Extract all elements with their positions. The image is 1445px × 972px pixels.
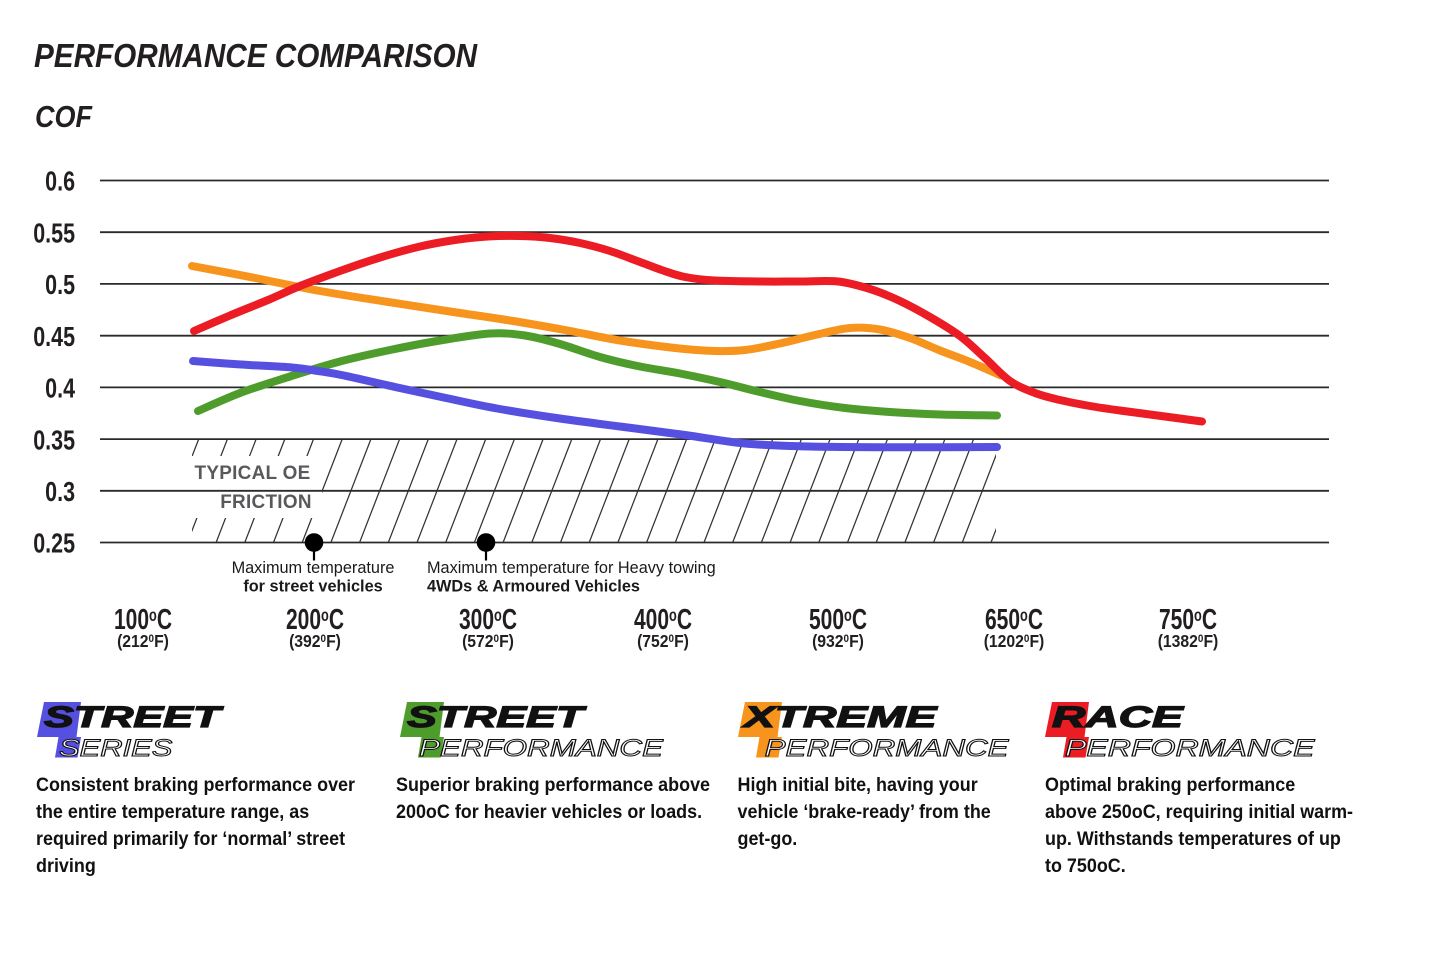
svg-text:200oC for heavier vehicles or: 200oC for heavier vehicles or loads. <box>396 801 702 823</box>
svg-text:PERFORMANCE: PERFORMANCE <box>419 735 664 761</box>
svg-text:COF: COF <box>35 100 93 134</box>
svg-text:Optimal braking performance: Optimal braking performance <box>1045 774 1295 796</box>
svg-text:XTREME: XTREME <box>742 701 938 734</box>
svg-text:0.35: 0.35 <box>33 426 75 456</box>
svg-text:(13820F): (13820F) <box>1158 631 1219 651</box>
svg-text:0.4: 0.4 <box>45 374 75 404</box>
svg-text:(12020F): (12020F) <box>984 631 1045 651</box>
svg-text:750oC: 750oC <box>1159 604 1217 636</box>
svg-text:to 750oC.: to 750oC. <box>1045 855 1126 877</box>
svg-text:0.45: 0.45 <box>33 322 75 352</box>
svg-text:0.5: 0.5 <box>45 271 75 301</box>
svg-text:(2120F): (2120F) <box>117 631 169 651</box>
svg-text:500oC: 500oC <box>809 604 867 636</box>
svg-text:driving: driving <box>36 855 96 877</box>
svg-text:for street vehicles: for street vehicles <box>243 578 382 596</box>
svg-text:PERFORMANCE COMPARISON: PERFORMANCE COMPARISON <box>34 38 478 75</box>
svg-text:up. Withstands temperatures of: up. Withstands temperatures of up <box>1045 828 1341 850</box>
svg-text:Superior braking performance a: Superior braking performance above <box>396 774 710 796</box>
svg-text:required primarily for ‘normal: required primarily for ‘normal’ street <box>36 828 345 850</box>
svg-text:STREET: STREET <box>407 701 586 734</box>
svg-text:the entire temperature range,: the entire temperature range, as <box>36 801 309 823</box>
svg-text:vehicle ‘brake-ready’ from the: vehicle ‘brake-ready’ from the <box>738 801 991 823</box>
svg-text:Consistent braking performance: Consistent braking performance over <box>36 774 355 796</box>
svg-text:PERFORMANCE: PERFORMANCE <box>765 735 1010 761</box>
svg-text:200oC: 200oC <box>286 604 344 636</box>
svg-text:(5720F): (5720F) <box>462 631 514 651</box>
svg-text:get-go.: get-go. <box>738 828 798 850</box>
svg-text:0.25: 0.25 <box>33 529 75 559</box>
svg-text:TYPICAL OE: TYPICAL OE <box>195 463 311 484</box>
svg-text:Maximum temperature for Heavy: Maximum temperature for Heavy towing <box>427 559 716 577</box>
svg-text:0.3: 0.3 <box>45 478 75 508</box>
svg-text:0.6: 0.6 <box>45 167 75 197</box>
svg-text:High initial bite, having your: High initial bite, having your <box>738 774 978 796</box>
svg-text:400oC: 400oC <box>634 604 692 636</box>
svg-text:0.55: 0.55 <box>33 219 75 249</box>
svg-text:FRICTION: FRICTION <box>220 492 312 513</box>
svg-text:(9320F): (9320F) <box>812 631 864 651</box>
svg-text:STREET: STREET <box>44 701 223 734</box>
svg-text:RACE: RACE <box>1052 701 1184 734</box>
svg-text:4WDs & Armoured Vehicles: 4WDs & Armoured Vehicles <box>427 578 640 596</box>
svg-text:SERIES: SERIES <box>59 735 173 762</box>
svg-text:(7520F): (7520F) <box>637 631 689 651</box>
svg-text:Maximum temperature: Maximum temperature <box>232 559 395 577</box>
svg-text:100oC: 100oC <box>114 604 172 636</box>
svg-text:650oC: 650oC <box>985 604 1043 636</box>
svg-text:(3920F): (3920F) <box>289 631 341 651</box>
svg-text:above 250oC, requiring initial: above 250oC, requiring initial warm- <box>1045 801 1353 823</box>
svg-text:300oC: 300oC <box>459 604 517 636</box>
svg-text:PERFORMANCE: PERFORMANCE <box>1065 734 1316 761</box>
